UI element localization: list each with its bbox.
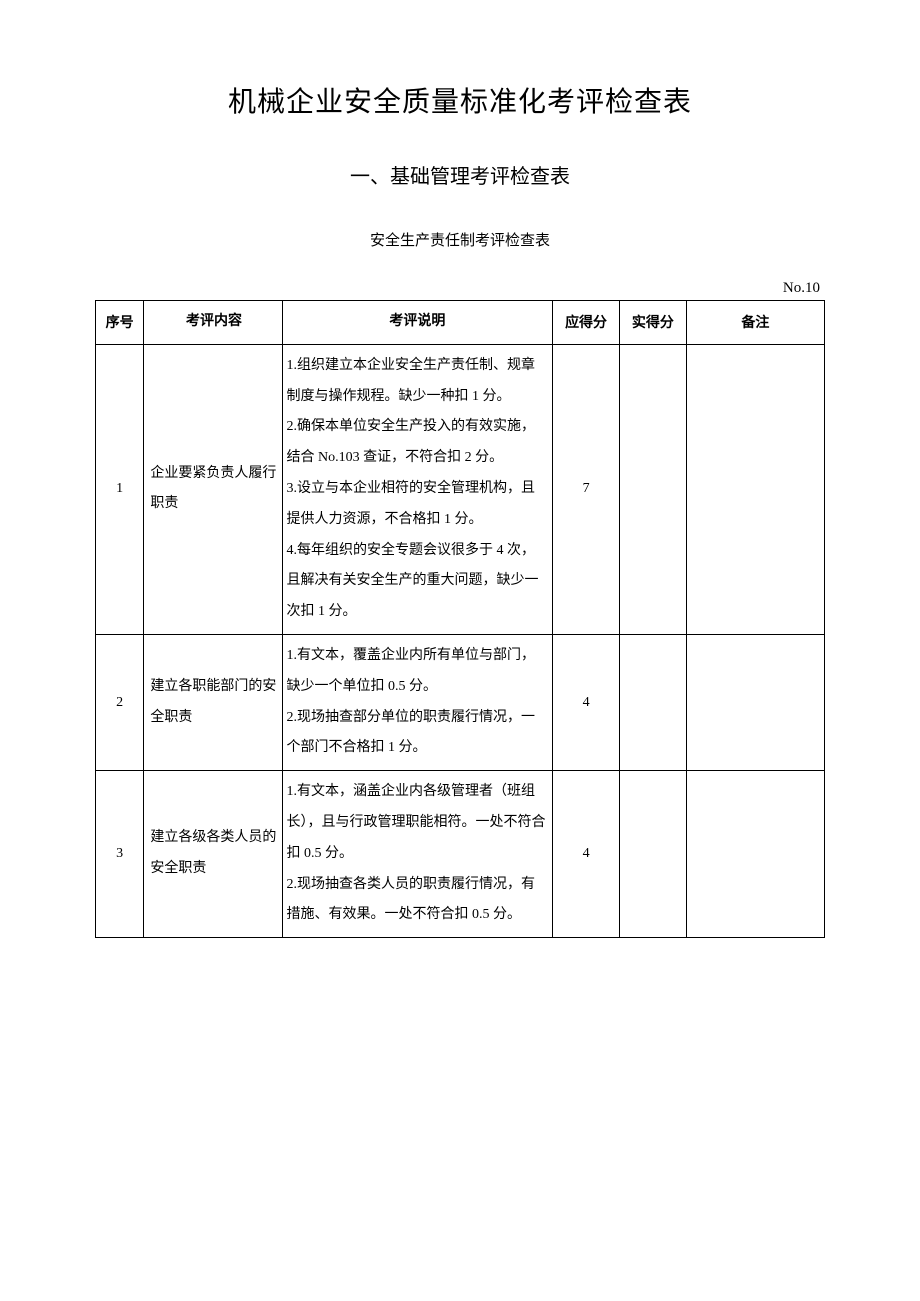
cell-content: 企业要紧负责人履行职责 (144, 344, 282, 634)
header-seq: 序号 (96, 301, 144, 345)
cell-actual (619, 344, 686, 634)
table-row: 2 建立各职能部门的安全职责 1.有文本，覆盖企业内所有单位与部门，缺少一个单位… (96, 634, 825, 770)
cell-content: 建立各职能部门的安全职责 (144, 634, 282, 770)
cell-seq: 2 (96, 634, 144, 770)
header-content: 考评内容 (144, 301, 282, 345)
cell-desc: 1.有文本，覆盖企业内所有单位与部门，缺少一个单位扣 0.5 分。2.现场抽查部… (282, 634, 553, 770)
cell-remark (686, 634, 824, 770)
sub-title: 一、基础管理考评检查表 (95, 160, 825, 189)
cell-actual (619, 771, 686, 938)
cell-remark (686, 771, 824, 938)
header-actual: 实得分 (619, 301, 686, 345)
table-number: No.10 (95, 280, 825, 297)
main-title: 机械企业安全质量标准化考评检查表 (95, 80, 825, 120)
cell-actual (619, 634, 686, 770)
cell-seq: 1 (96, 344, 144, 634)
cell-score: 4 (553, 634, 620, 770)
header-desc: 考评说明 (282, 301, 553, 345)
cell-remark (686, 344, 824, 634)
cell-seq: 3 (96, 771, 144, 938)
cell-content: 建立各级各类人员的安全职责 (144, 771, 282, 938)
cell-desc: 1.组织建立本企业安全生产责任制、规章制度与操作规程。缺少一种扣 1 分。2.确… (282, 344, 553, 634)
cell-desc: 1.有文本，涵盖企业内各级管理者（班组长），且与行政管理职能相符。一处不符合扣 … (282, 771, 553, 938)
header-score: 应得分 (553, 301, 620, 345)
cell-score: 7 (553, 344, 620, 634)
cell-score: 4 (553, 771, 620, 938)
evaluation-table: 序号 考评内容 考评说明 应得分 实得分 备注 1 企业要紧负责人履行职责 1.… (95, 300, 825, 938)
table-header-row: 序号 考评内容 考评说明 应得分 实得分 备注 (96, 301, 825, 345)
table-row: 1 企业要紧负责人履行职责 1.组织建立本企业安全生产责任制、规章制度与操作规程… (96, 344, 825, 634)
header-remark: 备注 (686, 301, 824, 345)
table-row: 3 建立各级各类人员的安全职责 1.有文本，涵盖企业内各级管理者（班组长），且与… (96, 771, 825, 938)
table-title: 安全生产责任制考评检查表 (95, 229, 825, 250)
